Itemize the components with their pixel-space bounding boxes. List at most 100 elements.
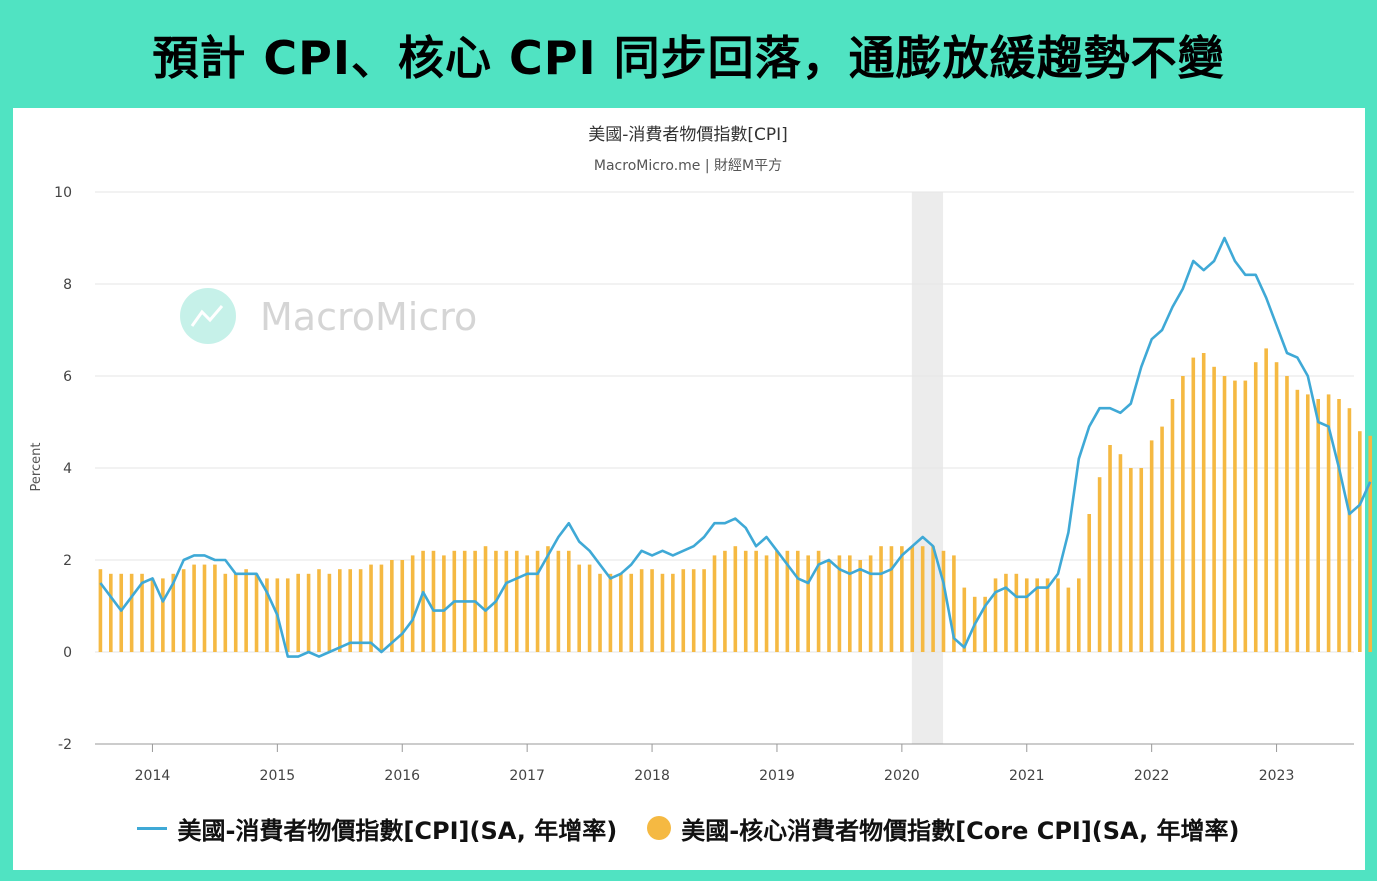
x-tick-label: 2016 [384,768,420,784]
core-cpi-bar [1108,445,1112,652]
core-cpi-bar [379,564,384,652]
core-cpi-bar [577,564,581,652]
core-cpi-bar [390,560,394,652]
core-cpi-bar [816,550,821,652]
core-cpi-bar [650,569,654,652]
core-cpi-bar [181,569,186,652]
core-cpi-bar [837,555,842,652]
core-cpi-bar [1024,578,1029,652]
core-cpi-bar [244,569,248,652]
core-cpi-bar [983,596,987,652]
core-cpi-bar [1139,468,1144,652]
core-cpi-bar [900,546,904,652]
x-tick-label: 2021 [1009,768,1045,784]
core-cpi-bar [1129,468,1133,652]
core-cpi-bar [1212,366,1216,652]
core-cpi-bar [1368,435,1373,652]
legend-item-cpi[interactable]: 美國-消費者物價指數[CPI](SA, 年增率) [137,811,617,846]
core-cpi-bar [442,555,446,652]
legend-item-core-cpi[interactable]: 美國-核心消費者物價指數[Core CPI](SA, 年增率) [647,811,1240,846]
core-cpi-bar [1305,394,1310,652]
core-cpi-bar [233,573,238,652]
core-cpi-bar [306,573,311,652]
core-cpi-bar [962,587,967,652]
x-tick-label: 2018 [634,768,670,784]
x-tick-label: 2017 [509,768,545,784]
x-tick-label: 2022 [1134,768,1170,784]
core-cpi-bar [931,546,935,652]
core-cpi-bar [702,569,706,652]
x-tick-label: 2023 [1259,768,1295,784]
core-cpi-bar [889,546,894,652]
core-cpi-bar [681,569,686,652]
core-cpi-bar [1316,399,1320,652]
core-cpi-bar [1337,399,1341,652]
core-cpi-bar [691,569,696,652]
core-cpi-bar [743,550,748,652]
core-cpi-bar [619,573,623,652]
core-cpi-bar [1118,454,1123,652]
core-cpi-bar [795,550,800,652]
core-cpi-bar [358,569,363,652]
core-cpi-bar [1285,376,1289,652]
watermark-logo-icon [180,288,236,344]
core-cpi-bar [775,550,779,652]
core-cpi-bar [202,564,207,652]
core-cpi-bar [129,573,134,652]
x-tick-label: 2014 [135,768,171,784]
core-cpi-bar [1191,357,1196,652]
y-tick-label: 2 [63,553,72,569]
core-cpi-bar [733,546,738,652]
core-cpi-bar [920,546,925,652]
core-cpi-bar [1233,380,1237,652]
core-cpi-bar [1160,426,1164,652]
core-cpi-bar [338,569,342,652]
x-tick-label: 2015 [260,768,296,784]
core-cpi-bar [1181,376,1185,652]
core-cpi-bar [754,550,758,652]
legend-label-core-cpi: 美國-核心消費者物價指數[Core CPI](SA, 年增率) [681,816,1240,845]
x-tick-label: 2019 [759,768,795,784]
core-cpi-bar [1035,578,1039,652]
watermark: MacroMicro [180,288,477,344]
core-cpi-bar [192,564,196,652]
core-cpi-bar [941,550,946,652]
core-cpi-bar [400,560,405,652]
core-cpi-bar [1149,440,1154,652]
core-cpi-bar [265,578,269,652]
cpi-line [99,236,1372,658]
core-cpi-bar [1087,514,1092,652]
core-cpi-bar [98,569,103,652]
core-cpi-bar [1056,578,1060,652]
core-cpi-bar [410,555,415,652]
core-cpi-bar [785,550,790,652]
core-cpi-bar [504,550,509,652]
core-cpi-bar [327,573,332,652]
core-cpi-bar [1222,376,1227,652]
watermark-text: MacroMicro [260,295,477,339]
core-cpi-bar [629,573,634,652]
core-cpi-bar [213,564,217,652]
y-tick-label: 10 [54,185,72,201]
core-cpi-bar [1077,578,1081,652]
core-cpi-bar [827,560,831,652]
core-cpi-bar [119,573,124,652]
core-cpi-bar [1243,380,1248,652]
core-cpi-bar [879,546,883,652]
core-cpi-bar [848,555,852,652]
headline: 預計 CPI、核心 CPI 同步回落，通膨放緩趨勢不變 [152,31,1225,85]
core-cpi-bar [483,546,488,652]
core-cpi-bar [317,569,321,652]
core-cpi-bar [1066,587,1071,652]
core-cpi-bar [150,578,155,652]
core-cpi-bar [421,550,425,652]
x-tick-label: 2020 [884,768,920,784]
core-cpi-bar [858,560,863,652]
y-tick-label: -2 [58,737,72,753]
core-cpi-bar [171,573,176,652]
core-cpi-bar [660,573,665,652]
core-cpi-bar [764,555,769,652]
core-cpi-bar [868,555,873,652]
cpi-chart: 美國-消費者物價指數[CPI] MacroMicro.me | 財經M平方 Ma… [29,125,1373,784]
core-cpi-bar [1014,573,1019,652]
